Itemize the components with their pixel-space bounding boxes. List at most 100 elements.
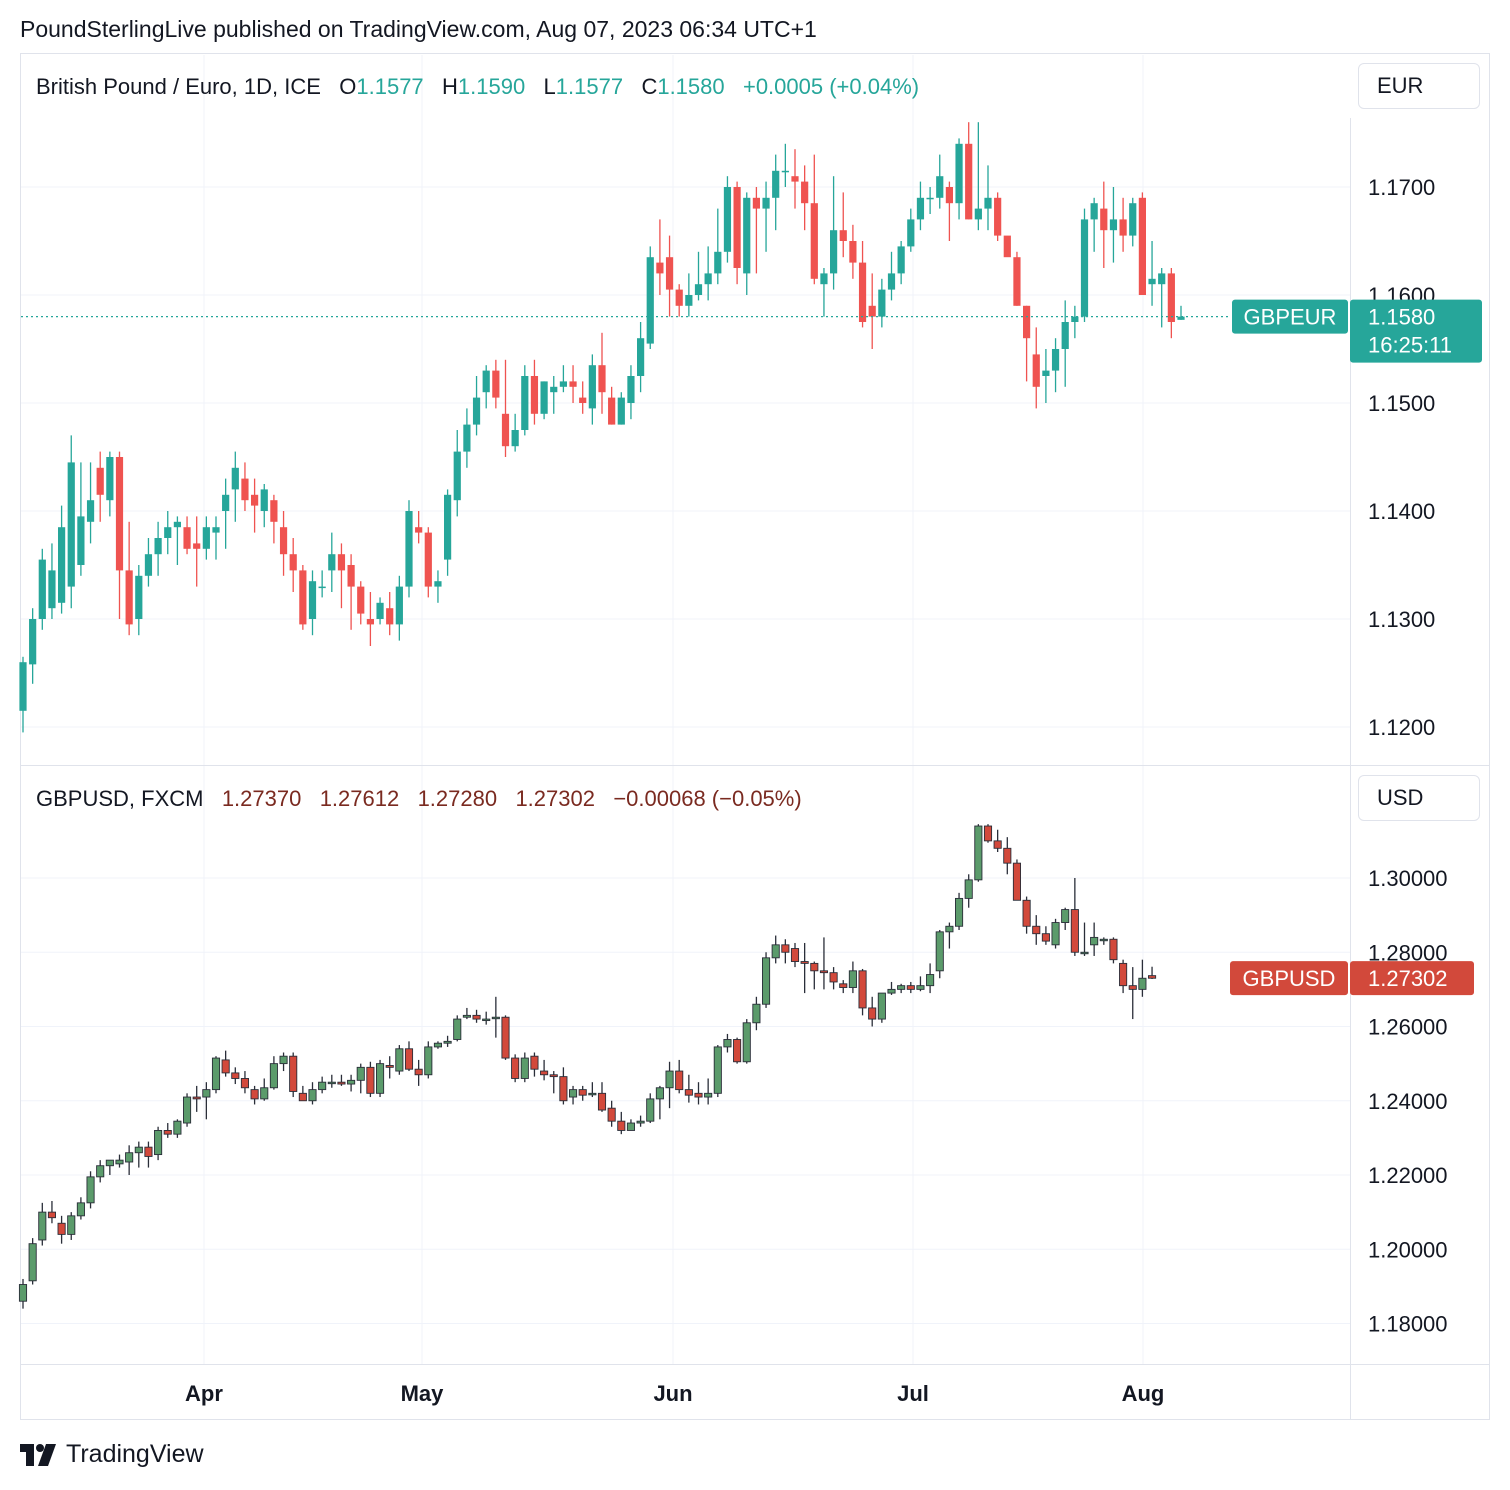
candle-body	[810, 203, 818, 279]
candle-body	[626, 1122, 635, 1131]
candle-body	[144, 554, 153, 576]
candle-body	[1129, 203, 1137, 236]
candle-body	[173, 1120, 182, 1135]
candle-body	[472, 1014, 481, 1020]
candle-body	[395, 1048, 404, 1072]
change-value: −0.00068 (−0.05%)	[613, 786, 802, 811]
candle-body	[28, 1243, 37, 1282]
candle-body	[251, 494, 259, 506]
candle-body	[916, 985, 925, 990]
candle-body	[38, 1211, 47, 1241]
candle-body	[984, 197, 992, 209]
candle-body	[868, 305, 876, 317]
candle-body	[202, 1089, 211, 1098]
y-tick-label: 1.1400	[1368, 499, 1435, 524]
candle-body	[154, 1129, 163, 1156]
candle-body	[839, 983, 848, 988]
gbpusd-symbol: GBPUSD, FXCM	[36, 786, 204, 811]
gbpusd-price-text: 1.27302	[1368, 966, 1448, 991]
x-tick-label: Aug	[1122, 1381, 1165, 1406]
candle-body	[424, 1046, 433, 1076]
candle-body	[772, 170, 780, 198]
candle-body	[386, 608, 394, 625]
candle-body	[58, 527, 66, 603]
candle-body	[1080, 219, 1089, 317]
candle-body	[357, 586, 365, 614]
candle-body	[762, 957, 771, 1005]
candle-body	[202, 527, 210, 549]
candle-body	[627, 376, 635, 403]
candle-body	[250, 1089, 259, 1100]
candle-body	[617, 397, 625, 425]
candle-body	[395, 586, 403, 625]
candle-body	[511, 1057, 520, 1079]
candle-body	[86, 1176, 95, 1204]
candle-body	[1032, 354, 1040, 387]
candle-body	[366, 1066, 375, 1094]
candle-body	[694, 284, 703, 295]
candle-body	[134, 1146, 143, 1154]
candle-body	[974, 208, 982, 220]
y-tick-label: 1.18000	[1368, 1312, 1448, 1337]
low-value: 1.27280	[417, 786, 498, 811]
y-tick-label: 1.24000	[1368, 1089, 1448, 1114]
candle-body	[878, 289, 886, 317]
candle-body	[530, 1055, 539, 1070]
candle-body	[955, 897, 964, 927]
candle-body	[279, 1055, 288, 1065]
y-tick-label: 1.1200	[1368, 715, 1435, 740]
candle-body	[328, 554, 336, 571]
candle-body	[492, 370, 500, 398]
eur-currency-button[interactable]: EUR	[1358, 63, 1480, 109]
close-value: 1.27302	[515, 786, 595, 811]
x-tick-label: May	[401, 1381, 445, 1406]
low-label: L	[543, 74, 556, 99]
candle-body	[993, 840, 1002, 849]
candle-body	[308, 581, 317, 619]
candle-body	[1109, 938, 1118, 961]
candle-body	[48, 570, 56, 609]
candle-body	[1051, 349, 1060, 371]
candle-body	[685, 295, 693, 306]
usd-currency-button[interactable]: USD	[1358, 775, 1480, 821]
candle-body	[491, 1016, 500, 1020]
tradingview-footer[interactable]: TradingView	[20, 1440, 204, 1469]
publisher-header: PoundSterlingLive published on TradingVi…	[20, 16, 817, 42]
candle-body	[347, 1079, 356, 1085]
candle-body	[646, 257, 654, 344]
candle-body	[762, 197, 770, 209]
candle-body	[1099, 938, 1108, 942]
candle-body	[1100, 208, 1108, 231]
candle-body	[520, 1057, 529, 1079]
candle-body	[945, 925, 954, 933]
candle-body	[742, 1022, 751, 1063]
candle-body	[443, 1040, 452, 1044]
candle-body	[540, 1070, 549, 1076]
open-value: 1.1577	[356, 74, 424, 99]
candle-body	[781, 170, 789, 173]
close-value: 1.1580	[657, 74, 725, 99]
candle-body	[646, 1098, 655, 1122]
gbpusd-symbol-tag-text: GBPUSD	[1243, 966, 1336, 991]
candle-body	[907, 219, 915, 247]
candle-body	[57, 1222, 66, 1235]
candle-body	[19, 662, 27, 711]
candle-body	[1022, 899, 1031, 927]
candle-body	[655, 1087, 664, 1100]
candle-body	[29, 619, 37, 665]
candle-body	[868, 1007, 877, 1020]
open-value: 1.27370	[221, 786, 302, 811]
candle-body	[424, 532, 432, 587]
candle-body	[376, 1063, 385, 1094]
candle-body	[482, 1018, 491, 1022]
candle-body	[96, 467, 104, 495]
candle-body	[453, 451, 461, 501]
y-tick-label: 1.1500	[1368, 391, 1435, 416]
candle-body	[1167, 273, 1175, 322]
gbpeur-legend: British Pound / Euro, 1D, ICE O1.1577 H1…	[36, 74, 919, 100]
candle-body	[77, 516, 85, 565]
candle-body	[675, 1070, 684, 1091]
candle-body	[830, 230, 838, 274]
candle-body	[444, 494, 452, 560]
